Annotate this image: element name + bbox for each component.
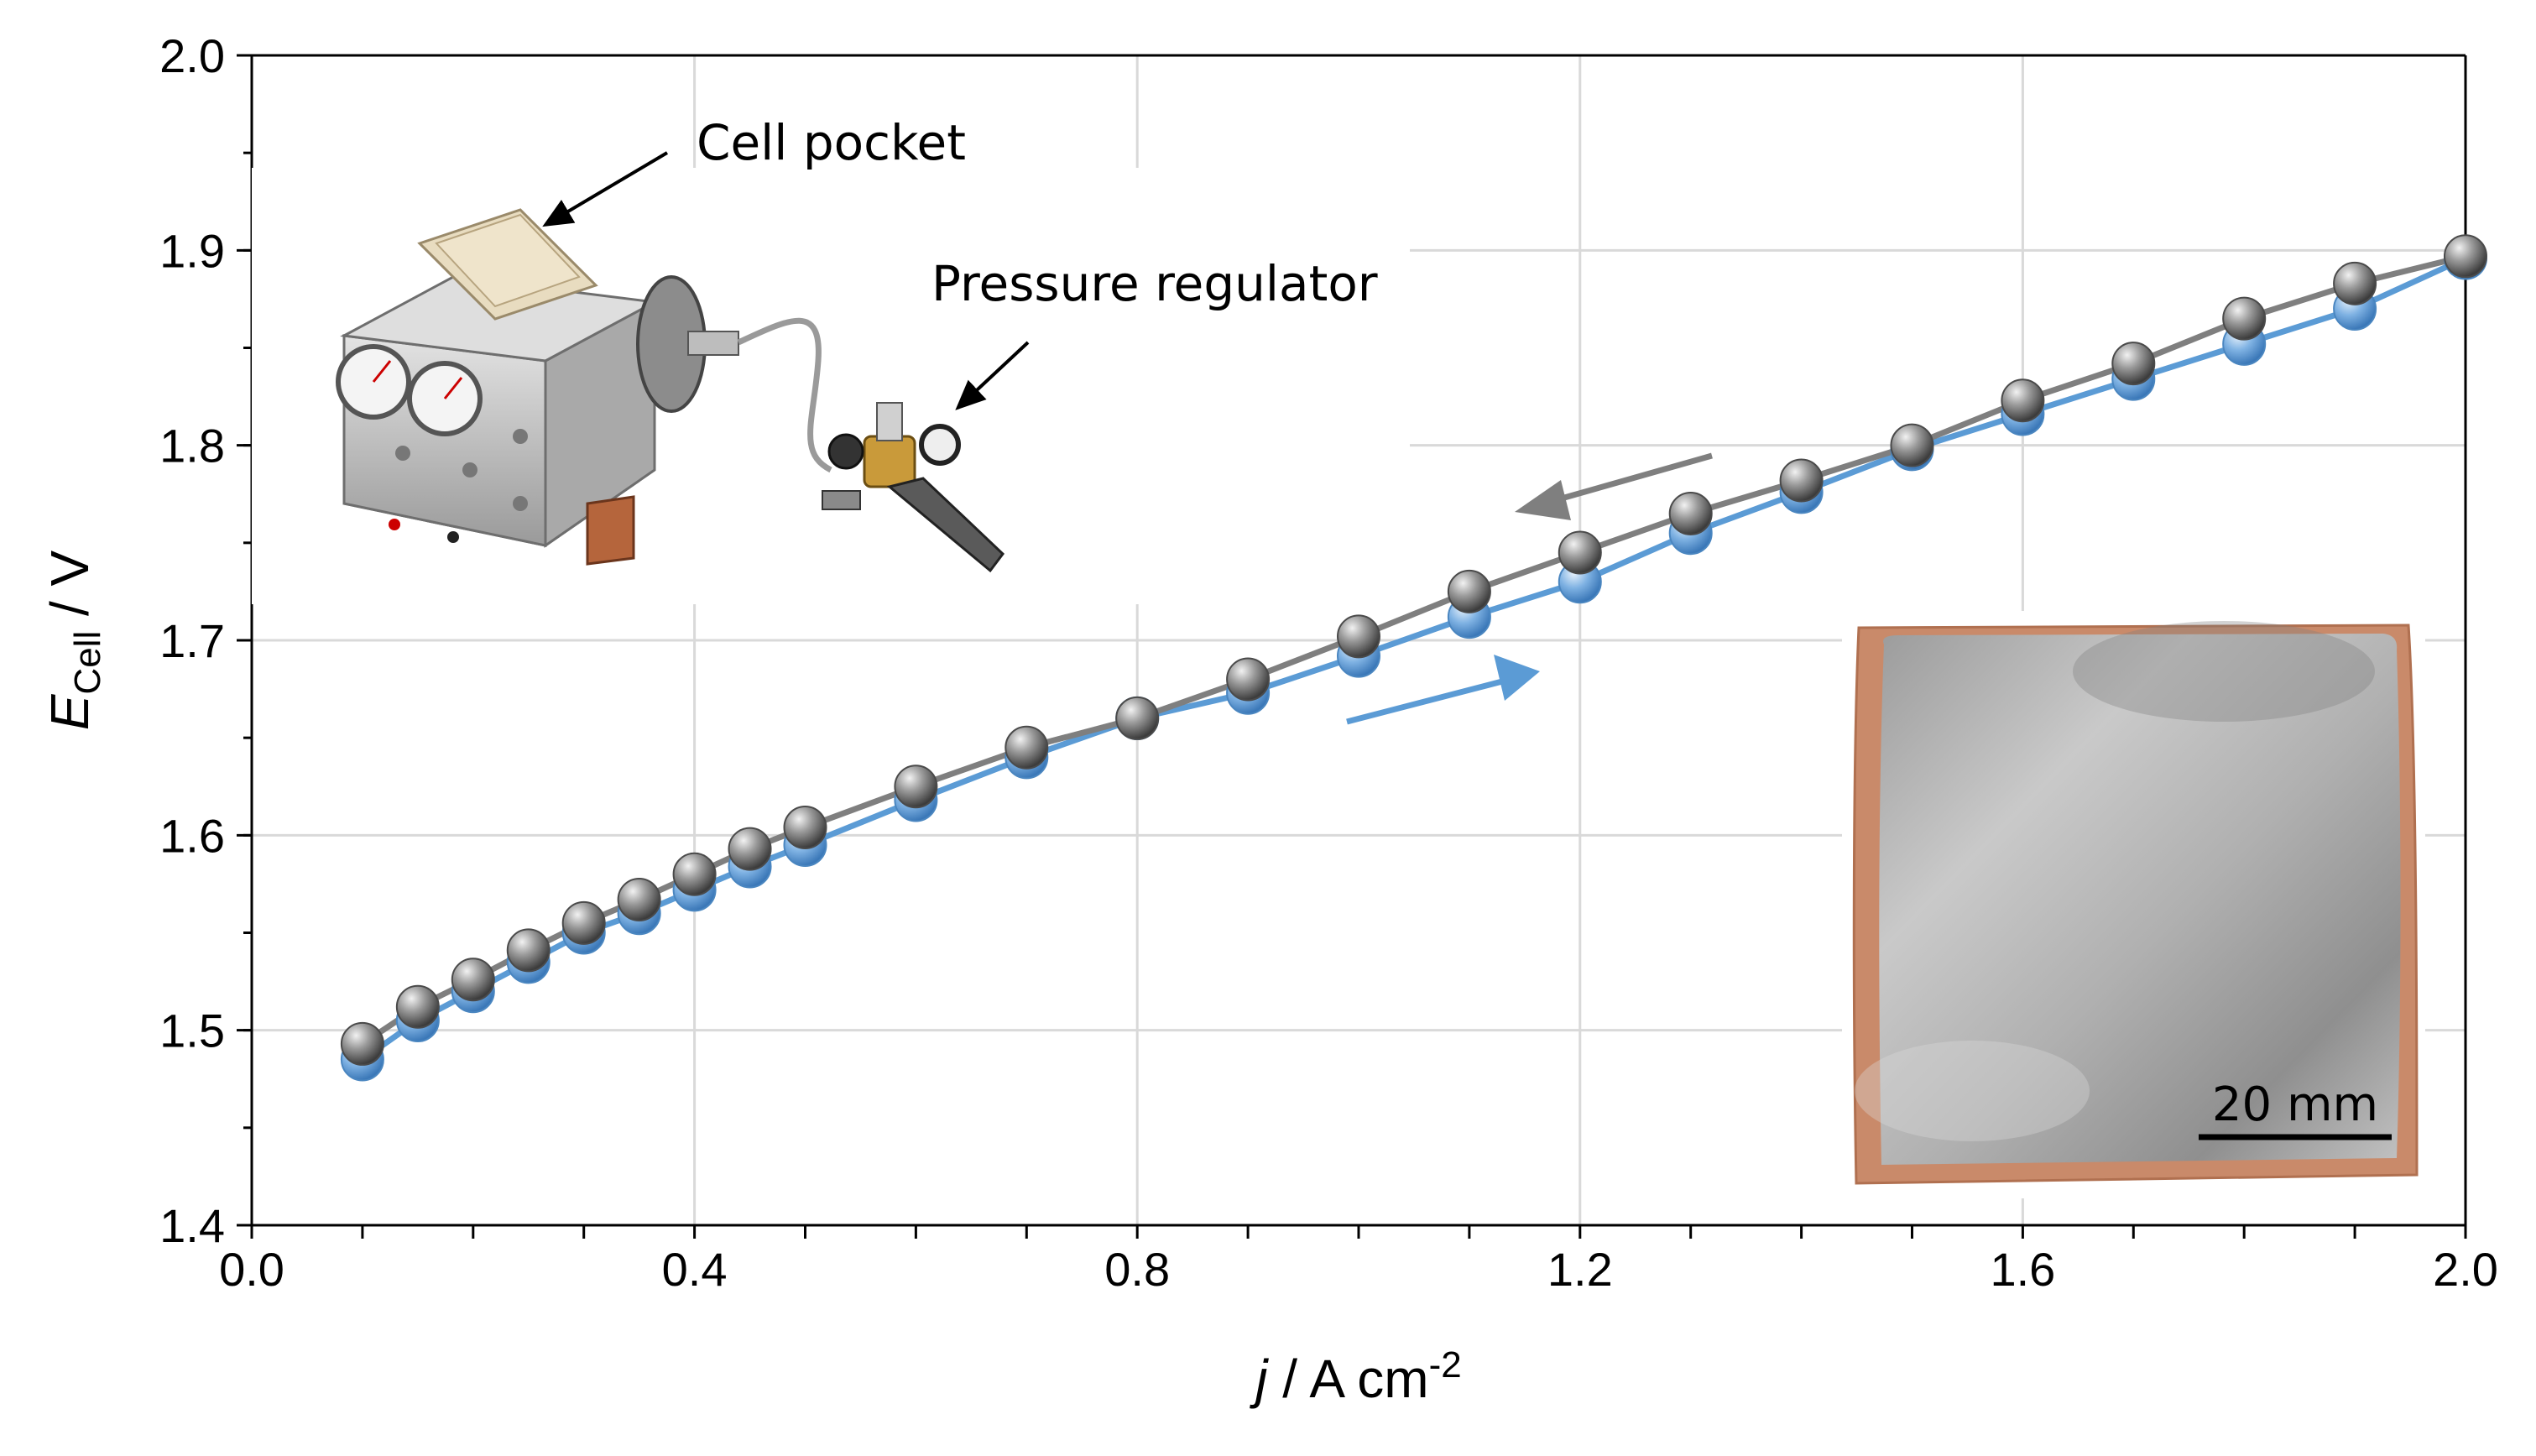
data-point: [340, 1021, 384, 1066]
data-point: [1004, 725, 1049, 770]
pressure-regulator-arrow: [955, 341, 1030, 410]
axis-ticks: [237, 54, 2467, 1239]
x-tick-label: 1.6: [1990, 1243, 2055, 1296]
data-point: [672, 852, 717, 896]
annotations: Cell pocket Pressure regulator: [542, 114, 1713, 725]
data-point: [2111, 342, 2156, 386]
y-tick-label: 1.4: [159, 1199, 225, 1252]
y-axis-label-unit: / V: [39, 550, 100, 630]
cell-pocket-arrow: [542, 151, 669, 227]
data-point: [1115, 696, 1160, 740]
y-tick-labels: 1.4 1.5 1.6 1.7 1.8 1.9 2.0: [159, 29, 225, 1252]
data-point: [561, 900, 606, 945]
pressure-regulator-label: Pressure regulator: [931, 255, 1378, 312]
data-point: [2444, 234, 2487, 279]
data-point: [1668, 491, 1713, 535]
y-axis-label-symbol: E: [39, 693, 100, 730]
data-point: [1337, 614, 1380, 659]
series-layer: [340, 234, 2487, 1082]
electrode-photo-inset: 20 mm: [1842, 611, 2425, 1198]
y-axis-label-subscript: Cell: [67, 631, 108, 695]
data-point: [783, 806, 827, 850]
data-point: [2001, 378, 2045, 423]
data-point: [617, 878, 661, 922]
x-tick-label: 2.0: [2433, 1243, 2498, 1296]
data-point: [1226, 657, 1271, 702]
data-point: [2333, 261, 2377, 305]
data-point: [395, 984, 440, 1029]
data-point: [728, 827, 772, 871]
cell-pocket-label: Cell pocket: [697, 114, 966, 171]
data-point: [1447, 569, 1491, 613]
y-tick-label: 1.7: [159, 614, 225, 667]
y-tick-label: 1.6: [159, 809, 225, 862]
x-tick-label: 0.8: [1104, 1243, 1170, 1296]
data-point: [894, 765, 938, 809]
backward-sweep-arrow: [1515, 452, 1713, 520]
x-tick-labels: 0.0 0.4 0.8 1.2 1.6 2.0: [219, 1243, 2498, 1296]
x-axis-label: j / A cm-2: [1249, 1344, 1461, 1409]
y-tick-label: 1.8: [159, 420, 225, 472]
regulator-gauge-icon: [919, 424, 961, 466]
data-point: [506, 928, 551, 973]
y-tick-label: 1.5: [159, 1005, 225, 1057]
data-point: [451, 958, 495, 1002]
x-tick-label: 0.4: [662, 1243, 728, 1296]
markers-backward-sweep: [340, 234, 2487, 1066]
data-point: [1779, 458, 1824, 503]
y-tick-label: 1.9: [159, 224, 225, 277]
cell-device-illustration: [252, 168, 1410, 604]
x-tick-label: 0.0: [219, 1243, 284, 1296]
x-axis-label-symbol: j: [1249, 1349, 1269, 1409]
y-axis-label: ECell / V: [39, 550, 108, 730]
y-tick-label: 2.0: [159, 29, 225, 82]
data-point: [2222, 296, 2267, 341]
forward-sweep-arrow: [1346, 655, 1540, 725]
data-point: [1558, 530, 1602, 575]
x-axis-label-exponent: -2: [1429, 1344, 1462, 1386]
scale-bar-label: 20 mm: [2212, 1078, 2378, 1132]
x-axis-label-unit: / A cm: [1268, 1349, 1429, 1409]
data-point: [1890, 423, 1934, 467]
x-tick-label: 1.2: [1547, 1243, 1613, 1296]
